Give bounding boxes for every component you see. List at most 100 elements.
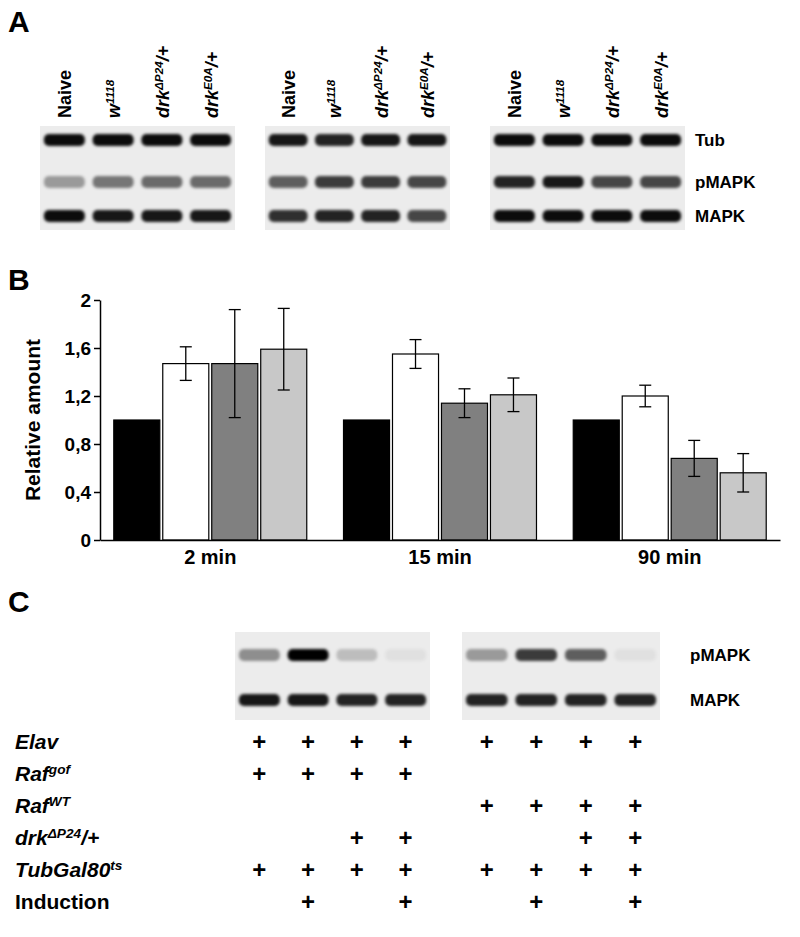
lane-label-tail: /+ [372,45,392,62]
blot-band [385,649,426,661]
blot-band [565,694,607,706]
blot-band [466,694,508,706]
plus-mark: + [628,824,642,851]
lane-label: drkE0A/+ [650,51,672,118]
condition-label-text: drk [15,826,49,849]
lane-label-text: Naive [505,70,525,118]
error-cap [229,309,241,310]
error-stem [743,454,744,492]
row-label: pMAPK [695,173,756,192]
y-tick-label: 2 [80,290,91,311]
condition-label: RafWT [15,794,72,818]
blot-band [407,134,446,146]
plus-mark: + [252,728,266,755]
x-tick-label: 90 min [638,546,701,568]
row-label: MAPK [690,691,741,710]
error-cap [180,346,192,347]
condition-label: drkΔP24/+ [15,826,99,850]
blot-band [407,210,446,222]
error-bar [737,454,749,492]
plus-mark: + [579,728,593,755]
plus-mark: + [350,728,364,755]
condition-label: Rafgof [15,762,72,786]
blot-band [190,210,231,222]
blot-band [494,210,535,222]
blot-band [543,134,584,146]
error-stem [283,308,284,390]
y-tick: 1,2 [65,386,100,407]
bars [114,308,766,540]
lane-label-text: drk [202,89,222,118]
blot-band [141,134,182,146]
lane-label-text: drk [372,89,392,118]
error-stem [513,378,514,412]
error-cap [507,411,519,412]
lane-label-text: Naive [55,70,75,118]
plus-mark: + [350,856,364,883]
bar [573,420,619,540]
bar [344,420,390,540]
blot-band [614,694,656,706]
error-bar [180,347,192,381]
error-cap [458,417,470,418]
bar [163,364,209,540]
x-axis: 2 min 15 min 90 min [101,540,781,568]
panel-letter: B [8,263,30,296]
lane-label: w1118 [553,79,575,118]
condition-label-text: Induction [15,890,109,913]
plus-mark: + [252,856,266,883]
lane-label: drkE0A/+ [200,51,222,118]
lane-label: drkΔP24/+ [601,45,623,118]
blot-band [141,176,182,188]
blot-band [543,210,584,222]
error-cap [507,377,519,378]
blot-band [93,134,134,146]
blot-band [288,694,329,706]
condition-label-text: Raf [15,794,51,817]
blot-membrane [265,126,450,230]
blot-band [93,210,134,222]
lane-label: drkΔP24/+ [151,45,173,118]
plus-mark: + [628,792,642,819]
lane-label-text: w [104,103,124,118]
error-cap [688,476,700,477]
blot-membrane [235,632,430,720]
blot-band [591,134,632,146]
plus-mark: + [579,824,593,851]
x-tick: 2 min [184,540,236,568]
x-tick-label: 2 min [184,546,236,568]
blot-band [336,649,377,661]
blot-band [44,210,85,222]
error-cap [278,308,290,309]
y-axis-line [100,301,102,541]
error-bar [639,385,651,407]
blot-membrane [490,126,685,230]
blot-band [494,176,535,188]
blot-band [543,176,584,188]
lane-label-text: drk [603,89,623,118]
blot-band [640,210,681,222]
error-cap [410,339,422,340]
condition-label-text: Raf [15,762,51,785]
condition-label-sup: WT [49,794,72,809]
plus-mark: + [628,728,642,755]
condition-label-text: TubGal80 [15,858,111,881]
blot-band [591,176,632,188]
blot-membrane [40,126,235,230]
bar [114,420,160,540]
y-tick: 0,4 [65,482,100,503]
blot-band [315,134,354,146]
y-tick-label: 0,8 [65,434,91,455]
bar [622,396,668,540]
blot-band [190,134,231,146]
error-bar [229,310,241,418]
panel-c: pMAPKMAPKElav++++++++Rafgof++++RafWT++++… [15,632,751,915]
error-bar [688,440,700,476]
plus-mark: + [301,888,315,915]
y-tick: 1,6 [65,338,100,359]
error-cap [278,389,290,390]
blot-band [361,210,400,222]
x-tick-label: 15 min [408,546,471,568]
plus-mark: + [529,888,543,915]
plus-mark: + [529,728,543,755]
